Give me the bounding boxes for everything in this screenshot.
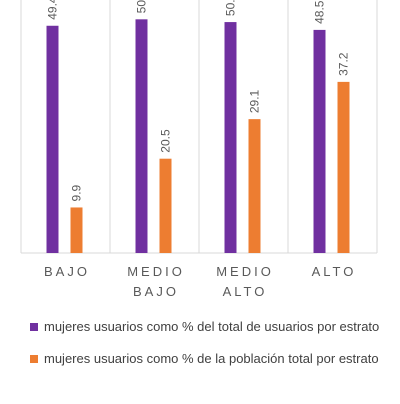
bar-series-2 (70, 207, 83, 253)
data-label: 49.4 (46, 0, 60, 20)
data-label: 29.1 (248, 89, 262, 113)
data-label: 48.5 (313, 0, 327, 24)
bar-series-2 (159, 158, 172, 253)
x-tick-label: ALTO (223, 284, 268, 299)
legend: mujeres usuarios como % del total de usu… (30, 318, 395, 382)
x-tick-label: BAJO (133, 284, 179, 299)
data-label: 50.2 (224, 0, 238, 16)
data-label: 9.9 (70, 184, 84, 201)
x-tick-label: BAJO (44, 264, 90, 279)
data-label: 50.8 (135, 0, 149, 13)
x-tick-label: MEDIO (127, 264, 185, 279)
data-label: 37.2 (337, 52, 351, 76)
bar-series-2 (248, 119, 261, 253)
data-label: 20.5 (159, 129, 173, 153)
legend-item-series-2: mujeres usuarios como % de la población … (30, 350, 395, 367)
bar-series-2 (337, 81, 350, 253)
legend-item-series-1: mujeres usuarios como % del total de usu… (30, 318, 395, 335)
legend-swatch-series-1 (30, 323, 38, 331)
bar-series-1 (135, 19, 148, 253)
x-tick-label: MEDIO (216, 264, 274, 279)
x-tick-label: ALTO (312, 264, 357, 279)
legend-label-series-1: mujeres usuarios como % del total de usu… (44, 319, 380, 334)
bar-series-1 (46, 25, 59, 254)
legend-swatch-series-2 (30, 355, 38, 363)
legend-label-series-2: mujeres usuarios como % de la población … (44, 351, 379, 366)
bar-series-1 (224, 22, 237, 253)
bar-series-1 (313, 29, 326, 254)
